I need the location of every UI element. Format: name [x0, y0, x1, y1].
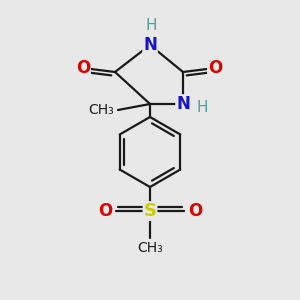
Text: CH₃: CH₃ — [88, 103, 114, 117]
Text: H: H — [197, 100, 208, 116]
Text: N: N — [176, 95, 190, 113]
Text: O: O — [76, 59, 90, 77]
Text: H: H — [145, 18, 157, 33]
Text: CH₃: CH₃ — [137, 241, 163, 255]
Text: O: O — [98, 202, 112, 220]
Text: N: N — [143, 36, 157, 54]
Text: O: O — [208, 59, 222, 77]
Text: S: S — [143, 202, 157, 220]
Text: O: O — [188, 202, 202, 220]
